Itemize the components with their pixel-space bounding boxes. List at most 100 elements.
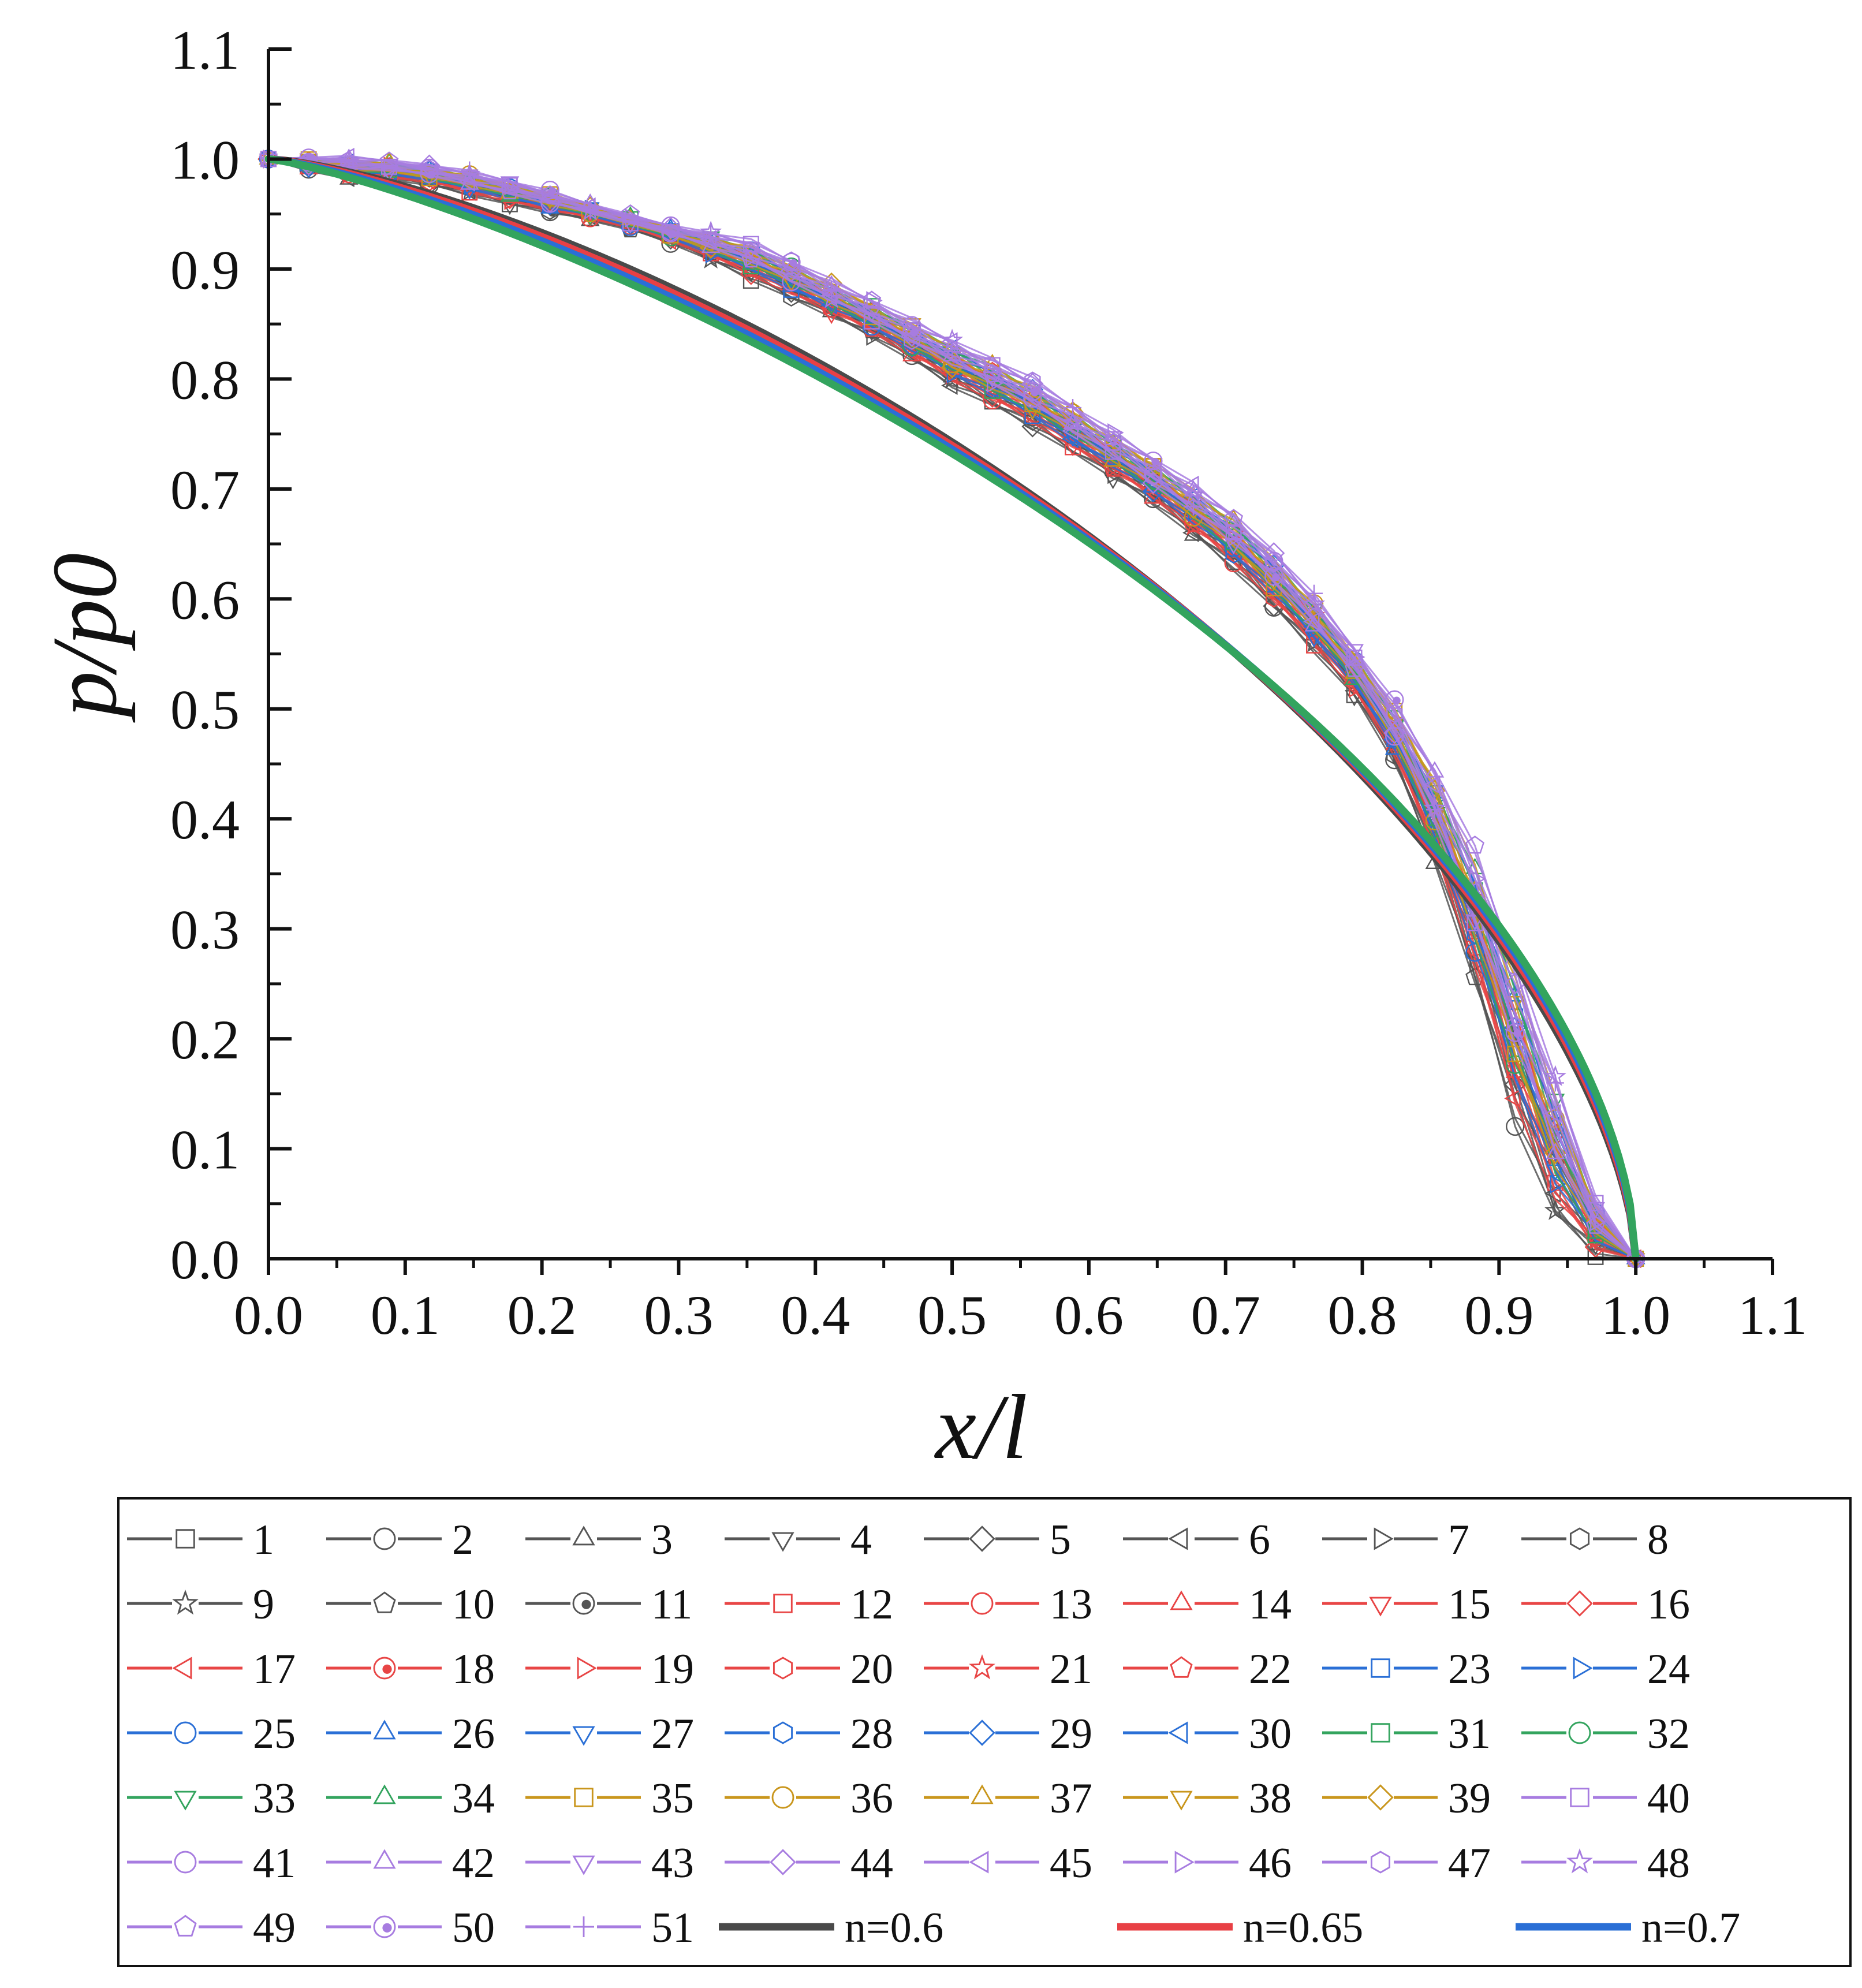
legend-marker-bg	[1367, 1784, 1394, 1811]
legend-marker-circle	[971, 1592, 994, 1615]
measured-line-16	[268, 158, 1636, 1260]
measured-series-48	[268, 150, 1637, 1259]
x-axis-title: x/l	[934, 1375, 1028, 1478]
measured-line-31	[268, 158, 1636, 1260]
legend-label: 24	[1647, 1646, 1690, 1693]
measured-series-10	[259, 149, 1637, 1260]
legend-label: 32	[1647, 1710, 1690, 1758]
measured-line-11	[268, 158, 1637, 1260]
legend-label: 25	[253, 1710, 296, 1758]
measured-line-14	[268, 158, 1637, 1260]
measured-point-51	[1305, 584, 1323, 602]
legend-marker-triangle-left	[1168, 1527, 1188, 1550]
x-tick-label: 0.0	[234, 1284, 303, 1346]
legend-marker-plus	[573, 1916, 594, 1937]
measured-series-8	[268, 156, 1644, 1269]
measured-point-49	[1224, 509, 1244, 527]
legend-entry-11: 11	[525, 1581, 692, 1628]
legend-marker-circle	[174, 1721, 197, 1744]
legend-marker-bg	[570, 1654, 597, 1682]
measured-line-39	[268, 158, 1637, 1260]
legend-marker-bg	[969, 1525, 995, 1553]
measured-series-16	[258, 148, 1636, 1260]
legend-marker-hexagon	[1569, 1527, 1590, 1550]
x-tick-label: 0.3	[644, 1284, 713, 1346]
legend-marker-bg	[969, 1784, 995, 1811]
legend-marker-bg	[1168, 1784, 1195, 1811]
measured-series-1	[260, 151, 1636, 1265]
measured-point-46	[263, 150, 279, 169]
legend-marker-triangle-right	[1573, 1657, 1593, 1680]
measured-line-41	[268, 158, 1637, 1260]
legend-label: 27	[651, 1710, 694, 1758]
legend-entry-45: 45	[924, 1840, 1092, 1887]
measured-point-49	[741, 249, 761, 268]
measured-series-23	[268, 154, 1644, 1267]
legend-entry-n=0.7: n=0.7	[1516, 1904, 1740, 1952]
measured-point-49	[862, 290, 882, 309]
legend-entry-47: 47	[1322, 1840, 1491, 1887]
measured-series-24	[268, 158, 1637, 1260]
legend-label: 9	[253, 1581, 274, 1628]
legend-marker-square	[1371, 1658, 1390, 1678]
measured-line-46	[268, 156, 1637, 1260]
measured-point-49	[1345, 659, 1364, 677]
legend-label: 47	[1448, 1840, 1491, 1887]
measured-point-50	[1264, 566, 1283, 586]
measured-point-51	[581, 202, 599, 220]
measured-line-7	[268, 158, 1637, 1260]
legend-marker-bg	[1367, 1590, 1394, 1617]
legend-label: n=0.7	[1641, 1904, 1740, 1952]
legend-marker-triangle-right	[577, 1657, 597, 1680]
legend-marker-triangle-up	[373, 1720, 396, 1740]
legend-label: 45	[1050, 1840, 1092, 1887]
model-curve-n=0.6	[264, 155, 1640, 1263]
measured-point-26	[1385, 738, 1404, 755]
measured-series-32	[268, 154, 1645, 1269]
measured-point-49	[1103, 432, 1123, 451]
x-tick-label: 0.8	[1328, 1284, 1397, 1346]
model-curve-n=0.75	[264, 155, 1640, 1263]
measured-point-51	[1185, 498, 1203, 516]
measured-line-44	[268, 158, 1637, 1259]
legend-marker-pentagon	[1170, 1656, 1193, 1678]
legend-marker-bg	[1168, 1719, 1195, 1747]
legend-label: 26	[452, 1710, 495, 1758]
legend-entry-8: 8	[1521, 1516, 1669, 1564]
measured-series-33	[268, 158, 1637, 1259]
measured-point-50	[902, 322, 921, 341]
measured-point-51	[943, 342, 961, 360]
measured-point-29	[1142, 480, 1165, 503]
measured-line-38	[268, 158, 1637, 1260]
x-tick-label: 0.2	[508, 1284, 577, 1346]
legend-label: 23	[1448, 1646, 1491, 1693]
y-tick-label: 1.1	[170, 19, 240, 81]
measured-line-9	[268, 158, 1636, 1260]
measured-series-27	[268, 156, 1636, 1260]
y-tick-label: 0.9	[170, 239, 240, 301]
legend-marker-bg	[172, 1654, 199, 1682]
legend-entry-34: 34	[326, 1775, 495, 1822]
legend-marker-triangle-down	[771, 1532, 794, 1552]
legend-marker-bg	[969, 1719, 995, 1747]
y-tick-label: 0.1	[170, 1119, 240, 1181]
measured-series-36	[268, 158, 1637, 1259]
legend-marker-triangle-down	[572, 1855, 595, 1875]
measured-point-50	[540, 180, 559, 200]
measured-series-40	[260, 151, 1637, 1259]
legend-marker-bg	[1566, 1590, 1593, 1617]
legend-entry-32: 32	[1521, 1710, 1690, 1758]
legend-entry-15: 15	[1322, 1581, 1491, 1628]
measured-series-22	[259, 149, 1637, 1260]
legend-label: 21	[1050, 1646, 1092, 1693]
y-tick-label: 0.4	[170, 789, 240, 851]
y-tick-label: 0.0	[170, 1229, 240, 1290]
legend-entry-30: 30	[1123, 1710, 1292, 1758]
legend-label: 41	[253, 1840, 296, 1887]
legend-marker-pentagon	[373, 1591, 396, 1613]
legend-label: n=0.65	[1243, 1904, 1363, 1952]
x-tick-label: 1.0	[1601, 1284, 1670, 1346]
legend-label: 42	[452, 1840, 495, 1887]
measured-point-24	[946, 364, 963, 384]
